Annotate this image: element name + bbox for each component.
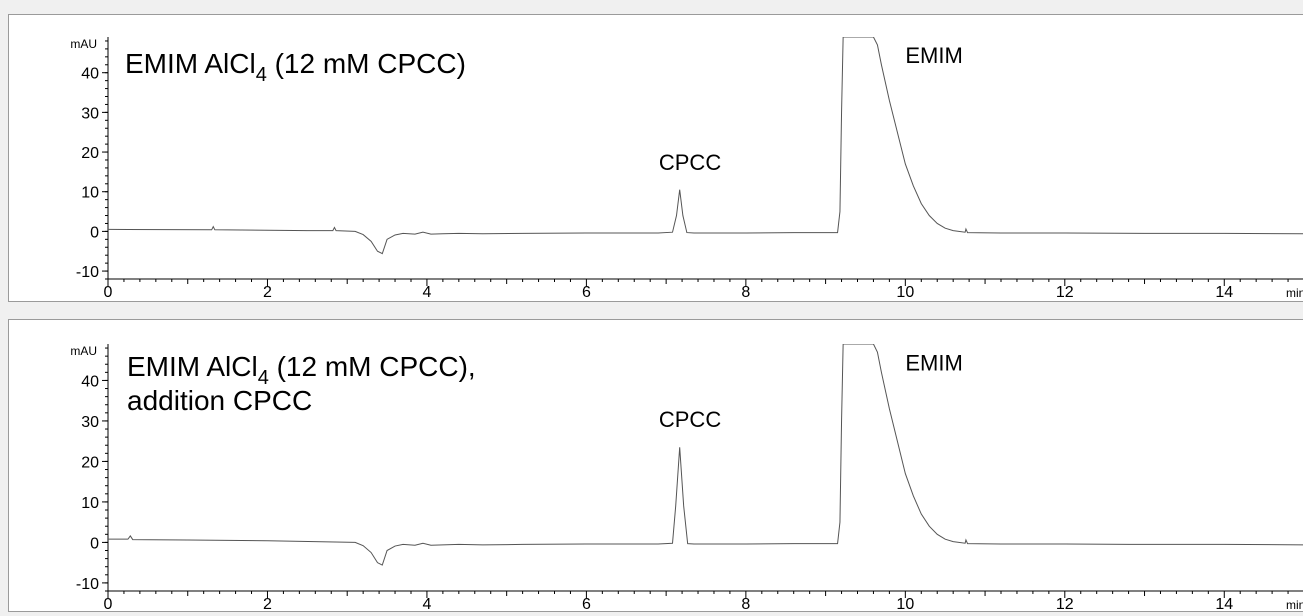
chromatogram-panel-top: -10 0 10 20 30 40 mAU 0 2 4 6 8 10 12 14 min CPCC EMIM EMI… bbox=[8, 14, 1303, 302]
y-tick-label: 40 bbox=[81, 373, 99, 390]
chart-title-line2: addition CPCC bbox=[127, 385, 312, 416]
x-tick-label: 14 bbox=[1215, 284, 1233, 301]
x-tick-label: 10 bbox=[896, 284, 914, 301]
x-tick-label: 10 bbox=[896, 596, 914, 611]
chromatogram-plot-bottom: -10 0 10 20 30 40 mAU 0 2 4 6 8 10 12 14 min CPCC EMIM EMI… bbox=[70, 344, 1303, 613]
y-tick-label: 30 bbox=[81, 105, 99, 122]
x-tick-label: 2 bbox=[263, 284, 272, 301]
chart-title-main: EMIM AlCl bbox=[125, 48, 256, 79]
y-tick-label: 0 bbox=[90, 224, 99, 241]
x-tick-label: 6 bbox=[582, 596, 591, 611]
y-tick-label: 20 bbox=[81, 145, 99, 162]
x-tick-label: 2 bbox=[263, 596, 272, 611]
chart-title-tail: (12 mM CPCC) bbox=[267, 48, 466, 79]
peak-label-cpcc: CPCC bbox=[659, 150, 721, 175]
x-tick-label: 8 bbox=[741, 284, 750, 301]
y-tick-label: 10 bbox=[81, 185, 99, 202]
peak-label-emim: EMIM bbox=[905, 43, 962, 68]
chart-title: EMIM AlCl4 (12 mM CPCC), bbox=[127, 351, 476, 389]
y-unit-label: mAU bbox=[70, 37, 97, 51]
y-tick-label: 0 bbox=[90, 535, 99, 552]
x-tick-label: 4 bbox=[422, 596, 431, 611]
y-tick-label: 20 bbox=[81, 454, 99, 471]
x-tick-label: 6 bbox=[582, 284, 591, 301]
peak-label-emim: EMIM bbox=[905, 350, 962, 375]
chart-title-main: EMIM AlCl bbox=[127, 351, 258, 382]
x-tick-label: 0 bbox=[104, 596, 113, 611]
y-unit-label: mAU bbox=[70, 344, 97, 358]
y-tick-label: 40 bbox=[81, 66, 99, 83]
x-tick-label: 12 bbox=[1056, 284, 1074, 301]
chromatogram-trace bbox=[108, 344, 1303, 566]
x-unit-label: min bbox=[1286, 598, 1303, 611]
chromatogram-trace bbox=[108, 37, 1303, 255]
y-tick-label: -10 bbox=[76, 576, 99, 593]
x-tick-label: 4 bbox=[422, 284, 431, 301]
y-tick-label: 30 bbox=[81, 414, 99, 431]
chart-title: EMIM AlCl4 (12 mM CPCC) bbox=[125, 48, 466, 86]
chart-title-subscript: 4 bbox=[256, 64, 267, 86]
x-tick-label: 8 bbox=[741, 596, 750, 611]
chromatogram-plot-top: -10 0 10 20 30 40 mAU 0 2 4 6 8 10 12 14 min CPCC EMIM EMI… bbox=[70, 37, 1303, 301]
chromatogram-panel-bottom: -10 0 10 20 30 40 mAU 0 2 4 6 8 10 12 14 min CPCC EMIM EMI… bbox=[8, 319, 1303, 613]
x-unit-label: min bbox=[1286, 286, 1303, 300]
chart-title-tail: (12 mM CPCC), bbox=[269, 351, 476, 382]
x-tick-label: 0 bbox=[104, 284, 113, 301]
peak-label-cpcc: CPCC bbox=[659, 407, 721, 432]
chart-title-subscript: 4 bbox=[258, 367, 269, 389]
y-tick-label: 10 bbox=[81, 495, 99, 512]
x-tick-label: 12 bbox=[1056, 596, 1074, 611]
y-tick-label: -10 bbox=[76, 264, 99, 281]
x-tick-label: 14 bbox=[1215, 596, 1233, 611]
